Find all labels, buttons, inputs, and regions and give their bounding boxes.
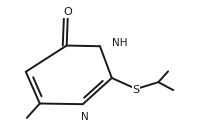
Text: NH: NH	[112, 39, 127, 48]
Text: S: S	[132, 85, 140, 95]
Text: N: N	[81, 112, 89, 122]
Text: O: O	[63, 7, 72, 17]
